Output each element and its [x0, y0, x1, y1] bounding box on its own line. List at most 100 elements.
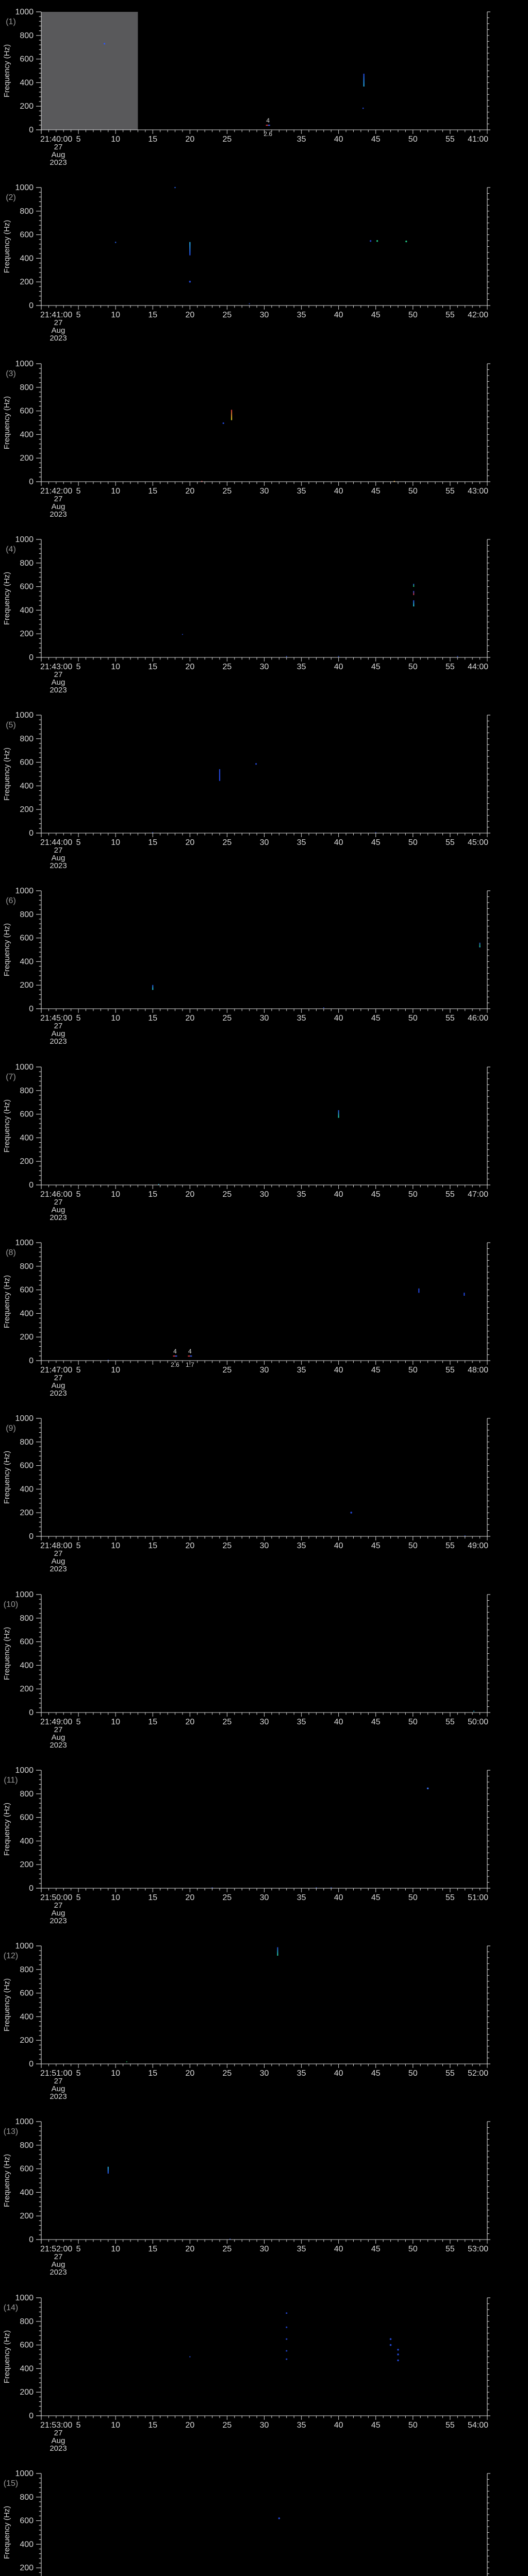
svg-text:20: 20	[185, 1718, 194, 1726]
svg-text:400: 400	[20, 2012, 34, 2021]
svg-text:0: 0	[29, 301, 34, 310]
svg-text:Frequency (Hz): Frequency (Hz)	[3, 1626, 11, 1680]
svg-text:45: 45	[371, 663, 381, 671]
svg-text:0: 0	[29, 2235, 34, 2244]
svg-text:40: 40	[334, 1014, 343, 1023]
svg-text:0: 0	[29, 1532, 34, 1541]
svg-text:25: 25	[223, 2245, 232, 2253]
svg-text:35: 35	[297, 1366, 306, 1375]
svg-text:600: 600	[20, 758, 34, 767]
svg-text:55: 55	[446, 1541, 455, 1550]
svg-text:30: 30	[260, 487, 269, 496]
svg-text:5: 5	[76, 2069, 81, 2078]
svg-text:50:00: 50:00	[468, 1718, 488, 1726]
svg-text:Frequency (Hz): Frequency (Hz)	[3, 572, 11, 625]
svg-text:1000: 1000	[15, 1766, 34, 1775]
svg-text:600: 600	[20, 1286, 34, 1295]
svg-text:45: 45	[371, 2245, 381, 2253]
svg-text:5: 5	[76, 663, 81, 671]
svg-text:47:00: 47:00	[468, 1190, 488, 1199]
svg-text:Frequency (Hz): Frequency (Hz)	[3, 396, 11, 449]
svg-text:55: 55	[446, 2421, 455, 2430]
svg-text:1000: 1000	[15, 360, 34, 368]
svg-text:200: 200	[20, 805, 34, 814]
svg-text:30: 30	[260, 1718, 269, 1726]
svg-text:200: 200	[20, 981, 34, 990]
svg-text:400: 400	[20, 958, 34, 967]
svg-text:2023: 2023	[50, 334, 67, 343]
svg-text:0: 0	[29, 478, 34, 486]
svg-text:48:00: 48:00	[468, 1366, 488, 1375]
svg-text:1000: 1000	[15, 1414, 34, 1423]
svg-text:2.6: 2.6	[263, 130, 272, 138]
svg-text:2023: 2023	[50, 1213, 67, 1222]
svg-text:(7): (7)	[6, 1073, 16, 1081]
svg-text:25: 25	[223, 487, 232, 496]
svg-text:1000: 1000	[15, 8, 34, 16]
svg-text:35: 35	[297, 1718, 306, 1726]
svg-text:15: 15	[148, 1893, 157, 1902]
svg-text:35: 35	[297, 2245, 306, 2253]
svg-text:10: 10	[111, 2245, 120, 2253]
svg-text:1000: 1000	[15, 887, 34, 895]
svg-text:(13): (13)	[4, 2127, 18, 2136]
svg-text:200: 200	[20, 1157, 34, 1166]
svg-text:30: 30	[260, 2421, 269, 2430]
svg-text:5: 5	[76, 1541, 81, 1550]
svg-text:40: 40	[334, 1366, 343, 1375]
svg-text:800: 800	[20, 207, 34, 216]
svg-text:(15): (15)	[4, 2479, 18, 2488]
svg-text:45: 45	[371, 2421, 381, 2430]
svg-text:55: 55	[446, 487, 455, 496]
svg-text:55: 55	[446, 1190, 455, 1199]
svg-text:51:00: 51:00	[468, 1893, 488, 1902]
svg-text:15: 15	[148, 487, 157, 496]
svg-text:10: 10	[111, 2069, 120, 2078]
svg-text:40: 40	[334, 2069, 343, 2078]
svg-text:0: 0	[29, 1708, 34, 1717]
svg-text:Frequency (Hz): Frequency (Hz)	[3, 1099, 11, 1153]
svg-text:0: 0	[29, 653, 34, 662]
svg-text:30: 30	[260, 1190, 269, 1199]
svg-text:5: 5	[76, 2421, 81, 2430]
svg-text:200: 200	[20, 102, 34, 111]
svg-text:45: 45	[371, 311, 381, 319]
svg-text:42:00: 42:00	[468, 311, 488, 319]
svg-text:5: 5	[76, 2245, 81, 2253]
svg-text:30: 30	[260, 1014, 269, 1023]
svg-text:4: 4	[188, 1348, 192, 1355]
svg-text:35: 35	[297, 1541, 306, 1550]
svg-text:5: 5	[76, 1718, 81, 1726]
svg-text:10: 10	[111, 135, 120, 144]
svg-text:200: 200	[20, 2212, 34, 2221]
svg-text:600: 600	[20, 1989, 34, 1998]
svg-text:Frequency (Hz): Frequency (Hz)	[3, 1451, 11, 1504]
svg-text:40: 40	[334, 663, 343, 671]
svg-text:2023: 2023	[50, 158, 67, 167]
svg-text:400: 400	[20, 2540, 34, 2549]
svg-text:2023: 2023	[50, 686, 67, 694]
svg-text:0: 0	[29, 126, 34, 134]
svg-text:10: 10	[111, 838, 120, 847]
svg-text:5: 5	[76, 311, 81, 319]
svg-text:1000: 1000	[15, 2294, 34, 2302]
svg-text:800: 800	[20, 559, 34, 568]
svg-text:5: 5	[76, 487, 81, 496]
svg-text:4: 4	[173, 1348, 177, 1355]
svg-text:1000: 1000	[15, 183, 34, 192]
svg-text:2023: 2023	[50, 1741, 67, 1750]
svg-text:54:00: 54:00	[468, 2421, 488, 2430]
svg-text:400: 400	[20, 1661, 34, 1670]
svg-text:2023: 2023	[50, 1037, 67, 1046]
svg-text:25: 25	[223, 1541, 232, 1550]
svg-text:(8): (8)	[6, 1248, 16, 1257]
svg-text:25: 25	[223, 663, 232, 671]
svg-text:200: 200	[20, 2388, 34, 2397]
svg-text:(2): (2)	[6, 193, 16, 202]
svg-text:Frequency (Hz): Frequency (Hz)	[3, 2506, 11, 2559]
svg-text:52:00: 52:00	[468, 2069, 488, 2078]
svg-text:Frequency (Hz): Frequency (Hz)	[3, 1978, 11, 2031]
svg-text:Frequency (Hz): Frequency (Hz)	[3, 1803, 11, 1856]
svg-text:(12): (12)	[4, 1952, 18, 1960]
svg-text:45:00: 45:00	[468, 838, 488, 847]
